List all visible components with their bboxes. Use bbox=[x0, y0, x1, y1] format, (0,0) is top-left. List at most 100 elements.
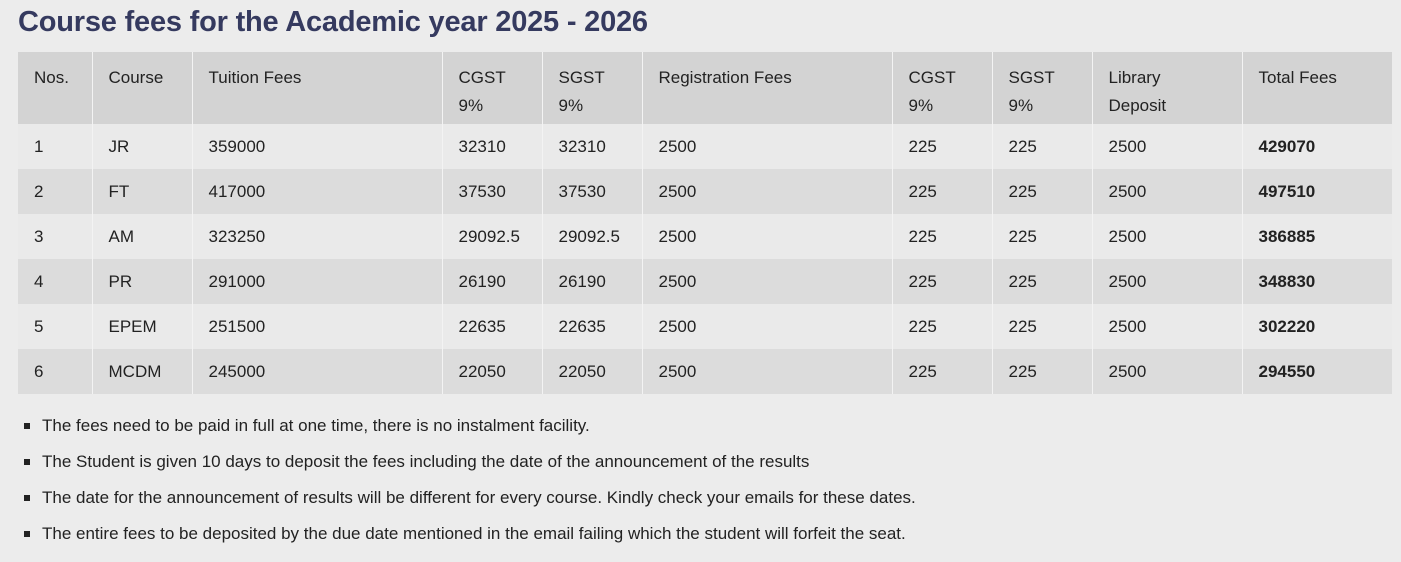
cell-tuition-fees: 359000 bbox=[191, 124, 442, 169]
header-cgst-registration: CGST 9% bbox=[891, 52, 992, 124]
header-text: Tuition Fees bbox=[208, 68, 302, 87]
header-subtext: 9% bbox=[458, 96, 484, 115]
cell-sgst-tuition: 37530 bbox=[541, 169, 642, 214]
note-text: The date for the announcement of results… bbox=[42, 488, 916, 507]
cell-nos: 4 bbox=[18, 259, 92, 304]
cell-course: FT bbox=[91, 169, 192, 214]
cell-registration-fees: 2500 bbox=[641, 259, 892, 304]
cell-sgst-registration: 225 bbox=[991, 349, 1092, 394]
header-course: Course bbox=[91, 52, 192, 124]
page-title: Course fees for the Academic year 2025 -… bbox=[18, 6, 648, 38]
cell-cgst-tuition: 22050 bbox=[441, 349, 542, 394]
header-sgst-tuition: SGST 9% bbox=[541, 52, 642, 124]
header-subtext: 9% bbox=[1008, 96, 1034, 115]
cell-cgst-tuition: 26190 bbox=[441, 259, 542, 304]
cell-library-deposit: 2500 bbox=[1091, 349, 1242, 394]
header-subtext: 9% bbox=[908, 96, 934, 115]
cell-sgst-tuition: 32310 bbox=[541, 124, 642, 169]
cell-nos: 3 bbox=[18, 214, 92, 259]
cell-sgst-registration: 225 bbox=[991, 124, 1092, 169]
square-bullet-icon bbox=[24, 495, 30, 501]
cell-total-fees: 497510 bbox=[1241, 169, 1392, 214]
cell-nos: 1 bbox=[18, 124, 92, 169]
header-text: SGST bbox=[558, 68, 605, 87]
cell-sgst-registration: 225 bbox=[991, 214, 1092, 259]
header-subtext: 9% bbox=[558, 96, 584, 115]
cell-nos: 5 bbox=[18, 304, 92, 349]
cell-sgst-tuition: 22635 bbox=[541, 304, 642, 349]
header-library-deposit: Library Deposit bbox=[1091, 52, 1242, 124]
table-row: 4 PR 291000 26190 26190 2500 225 225 250… bbox=[18, 259, 1392, 304]
cell-cgst-registration: 225 bbox=[891, 124, 992, 169]
header-text: CGST bbox=[908, 68, 956, 87]
table-row: 1 JR 359000 32310 32310 2500 225 225 250… bbox=[18, 124, 1392, 169]
cell-cgst-tuition: 37530 bbox=[441, 169, 542, 214]
cell-sgst-registration: 225 bbox=[991, 169, 1092, 214]
cell-library-deposit: 2500 bbox=[1091, 214, 1242, 259]
header-registration-fees: Registration Fees bbox=[641, 52, 892, 124]
cell-tuition-fees: 417000 bbox=[191, 169, 442, 214]
cell-sgst-tuition: 26190 bbox=[541, 259, 642, 304]
header-tuition-fees: Tuition Fees bbox=[191, 52, 442, 124]
cell-cgst-tuition: 29092.5 bbox=[441, 214, 542, 259]
cell-total-fees: 302220 bbox=[1241, 304, 1392, 349]
cell-sgst-registration: 225 bbox=[991, 259, 1092, 304]
cell-total-fees: 294550 bbox=[1241, 349, 1392, 394]
cell-cgst-registration: 225 bbox=[891, 259, 992, 304]
table-header-row: Nos. Course Tuition Fees CGST 9% SGST 9% R… bbox=[18, 52, 1392, 124]
header-nos: Nos. bbox=[18, 52, 92, 124]
cell-tuition-fees: 251500 bbox=[191, 304, 442, 349]
list-item: The date for the announcement of results… bbox=[24, 480, 916, 516]
header-text: Library bbox=[1108, 68, 1161, 87]
cell-cgst-tuition: 22635 bbox=[441, 304, 542, 349]
cell-sgst-registration: 225 bbox=[991, 304, 1092, 349]
cell-course: PR bbox=[91, 259, 192, 304]
cell-cgst-registration: 225 bbox=[891, 349, 992, 394]
cell-course: MCDM bbox=[91, 349, 192, 394]
header-cgst-tuition: CGST 9% bbox=[441, 52, 542, 124]
cell-registration-fees: 2500 bbox=[641, 169, 892, 214]
cell-course: JR bbox=[91, 124, 192, 169]
cell-registration-fees: 2500 bbox=[641, 304, 892, 349]
table-row: 2 FT 417000 37530 37530 2500 225 225 250… bbox=[18, 169, 1392, 214]
header-text: CGST bbox=[458, 68, 506, 87]
cell-library-deposit: 2500 bbox=[1091, 169, 1242, 214]
cell-library-deposit: 2500 bbox=[1091, 259, 1242, 304]
square-bullet-icon bbox=[24, 459, 30, 465]
header-text: Registration Fees bbox=[658, 68, 792, 87]
cell-sgst-tuition: 22050 bbox=[541, 349, 642, 394]
header-text: Course bbox=[108, 68, 164, 87]
course-fees-table: Nos. Course Tuition Fees CGST 9% SGST 9% R… bbox=[18, 52, 1392, 394]
list-item: The fees need to be paid in full at one … bbox=[24, 408, 916, 444]
list-item: The entire fees to be deposited by the d… bbox=[24, 516, 916, 552]
list-item: The Student is given 10 days to deposit … bbox=[24, 444, 916, 480]
cell-registration-fees: 2500 bbox=[641, 124, 892, 169]
cell-total-fees: 429070 bbox=[1241, 124, 1392, 169]
table-row: 5 EPEM 251500 22635 22635 2500 225 225 2… bbox=[18, 304, 1392, 349]
cell-tuition-fees: 291000 bbox=[191, 259, 442, 304]
header-sgst-registration: SGST 9% bbox=[991, 52, 1092, 124]
cell-tuition-fees: 323250 bbox=[191, 214, 442, 259]
cell-total-fees: 348830 bbox=[1241, 259, 1392, 304]
cell-library-deposit: 2500 bbox=[1091, 304, 1242, 349]
cell-course: EPEM bbox=[91, 304, 192, 349]
cell-total-fees: 386885 bbox=[1241, 214, 1392, 259]
table-row: 6 MCDM 245000 22050 22050 2500 225 225 2… bbox=[18, 349, 1392, 394]
square-bullet-icon bbox=[24, 423, 30, 429]
cell-course: AM bbox=[91, 214, 192, 259]
square-bullet-icon bbox=[24, 531, 30, 537]
header-text: Nos. bbox=[34, 68, 69, 87]
note-text: The entire fees to be deposited by the d… bbox=[42, 524, 906, 543]
header-text: Total Fees bbox=[1258, 68, 1337, 87]
cell-registration-fees: 2500 bbox=[641, 214, 892, 259]
cell-registration-fees: 2500 bbox=[641, 349, 892, 394]
header-text: SGST bbox=[1008, 68, 1055, 87]
cell-sgst-tuition: 29092.5 bbox=[541, 214, 642, 259]
header-total-fees: Total Fees bbox=[1241, 52, 1392, 124]
cell-cgst-tuition: 32310 bbox=[441, 124, 542, 169]
cell-tuition-fees: 245000 bbox=[191, 349, 442, 394]
header-subtext: Deposit bbox=[1108, 96, 1167, 115]
cell-nos: 2 bbox=[18, 169, 92, 214]
cell-cgst-registration: 225 bbox=[891, 304, 992, 349]
cell-cgst-registration: 225 bbox=[891, 214, 992, 259]
